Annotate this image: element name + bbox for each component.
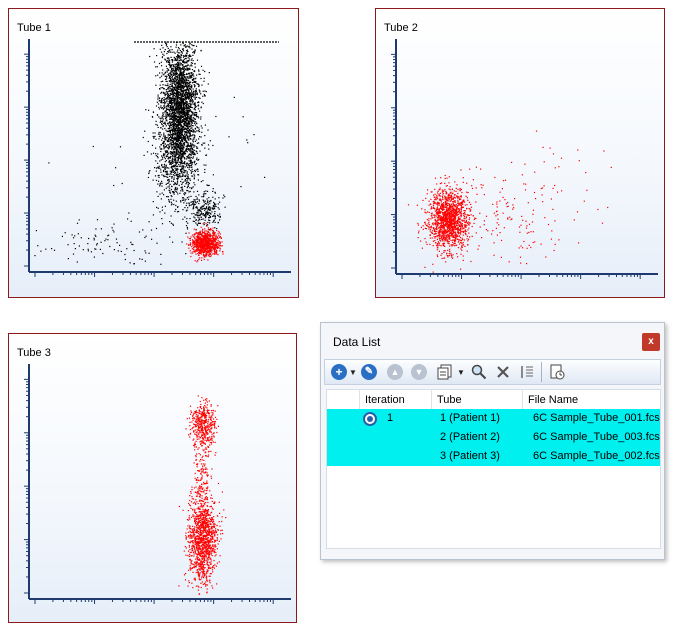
add-dropdown-button[interactable]: ▼ bbox=[349, 363, 357, 381]
sort-icon bbox=[521, 366, 533, 378]
plot-tube-2[interactable]: Tube 2 bbox=[375, 8, 665, 298]
move-down-icon: ▼ bbox=[411, 364, 427, 380]
red-population bbox=[178, 395, 227, 595]
tube-cell: 2 (Patient 2) bbox=[440, 431, 500, 443]
chevron-down-icon: ▼ bbox=[457, 367, 465, 377]
plot-title: Tube 2 bbox=[384, 22, 418, 34]
red-population bbox=[407, 130, 612, 273]
iteration-radio-icon[interactable] bbox=[363, 412, 377, 426]
panel-title: Data List bbox=[333, 335, 381, 349]
scatter-plot-2[interactable] bbox=[376, 9, 666, 299]
plot-tube-3[interactable]: Tube 3 bbox=[8, 333, 297, 623]
chevron-down-icon: ▼ bbox=[349, 367, 357, 377]
axes bbox=[24, 364, 291, 604]
column-separator bbox=[522, 390, 523, 409]
plot-title: Tube 3 bbox=[17, 347, 51, 359]
toolbar-separator bbox=[541, 362, 542, 382]
search-icon bbox=[471, 364, 487, 380]
move-up-button[interactable]: ▲ bbox=[387, 363, 403, 381]
close-button[interactable]: x bbox=[642, 333, 660, 351]
tube-cell: 3 (Patient 3) bbox=[440, 450, 500, 462]
file-name-cell: 6C Sample_Tube_001.fcs bbox=[533, 412, 660, 424]
column-separator bbox=[359, 390, 360, 409]
add-button[interactable]: + bbox=[331, 363, 347, 381]
grid-header: Iteration Tube File Name bbox=[327, 390, 660, 410]
delete-icon bbox=[497, 366, 509, 378]
add-icon: + bbox=[331, 364, 347, 380]
properties-icon bbox=[550, 364, 565, 380]
column-header-file-name[interactable]: File Name bbox=[528, 394, 579, 406]
scatter-plot-1[interactable] bbox=[9, 9, 300, 299]
column-header-iteration[interactable]: Iteration bbox=[365, 394, 405, 406]
column-header-tube[interactable]: Tube bbox=[437, 394, 462, 406]
data-list-panel: Data List x + ▼ ✎ ▲ ▼ ▼ bbox=[320, 322, 665, 560]
table-row[interactable]: 2 (Patient 2) 6C Sample_Tube_003.fcs bbox=[327, 428, 660, 447]
move-up-icon: ▲ bbox=[387, 364, 403, 380]
properties-button[interactable] bbox=[549, 363, 565, 381]
copy-button[interactable] bbox=[437, 363, 453, 381]
scatter-plot-3[interactable] bbox=[9, 334, 298, 624]
edit-button[interactable]: ✎ bbox=[361, 363, 377, 381]
data-list-grid[interactable]: Iteration Tube File Name 1 1 (Patient 1)… bbox=[326, 389, 661, 549]
delete-button[interactable] bbox=[495, 363, 511, 381]
search-button[interactable] bbox=[471, 363, 487, 381]
table-row[interactable]: 1 1 (Patient 1) 6C Sample_Tube_001.fcs bbox=[327, 409, 660, 428]
sort-button[interactable] bbox=[519, 363, 535, 381]
move-down-button[interactable]: ▼ bbox=[411, 363, 427, 381]
black-population bbox=[34, 41, 266, 265]
file-name-cell: 6C Sample_Tube_003.fcs bbox=[533, 431, 660, 443]
column-separator bbox=[431, 390, 432, 409]
iteration-cell: 1 bbox=[387, 412, 394, 424]
red-population bbox=[186, 222, 224, 263]
copy-icon bbox=[437, 364, 452, 380]
toolbar: + ▼ ✎ ▲ ▼ ▼ bbox=[324, 359, 661, 385]
wrench-icon: ✎ bbox=[361, 364, 377, 380]
tube-cell: 1 (Patient 1) bbox=[440, 412, 500, 424]
file-name-cell: 6C Sample_Tube_002.fcs bbox=[533, 450, 660, 462]
table-row[interactable]: 3 (Patient 3) 6C Sample_Tube_002.fcs bbox=[327, 447, 660, 466]
panel-header: Data List x bbox=[321, 323, 664, 359]
plot-tube-1[interactable]: Tube 1 bbox=[8, 8, 299, 298]
axes bbox=[24, 39, 291, 277]
copy-dropdown-button[interactable]: ▼ bbox=[457, 363, 465, 381]
plot-title: Tube 1 bbox=[17, 22, 51, 34]
axes bbox=[391, 39, 658, 279]
